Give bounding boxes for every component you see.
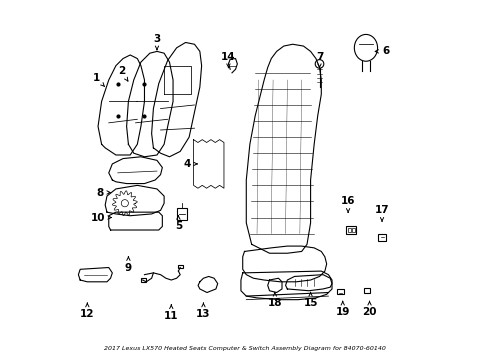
Bar (337, 289, 343, 294)
Text: 1: 1 (92, 73, 104, 87)
Text: 8: 8 (96, 188, 110, 198)
Text: 19: 19 (335, 301, 349, 317)
Text: 9: 9 (124, 257, 132, 273)
Bar (347, 228, 350, 232)
Text: 20: 20 (362, 301, 376, 317)
Text: 12: 12 (80, 303, 94, 319)
Text: 16: 16 (340, 197, 355, 212)
Bar (346, 226, 356, 234)
Bar (178, 265, 183, 267)
Text: 13: 13 (196, 303, 210, 319)
Bar (352, 228, 354, 232)
Text: 6: 6 (374, 46, 388, 57)
Bar (141, 278, 146, 282)
Text: 10: 10 (91, 212, 111, 222)
Text: 2017 Lexus LX570 Heated Seats Computer & Switch Assembly Diagram for 84070-60140: 2017 Lexus LX570 Heated Seats Computer &… (103, 346, 385, 351)
Text: 2: 2 (118, 66, 128, 81)
Text: 17: 17 (374, 205, 388, 221)
Bar (378, 234, 386, 241)
Text: 5: 5 (174, 216, 182, 231)
Bar (364, 288, 369, 293)
Text: 15: 15 (303, 292, 317, 308)
Text: 11: 11 (163, 305, 178, 321)
Text: 14: 14 (221, 52, 235, 68)
Text: 18: 18 (267, 292, 282, 308)
Text: 4: 4 (183, 159, 197, 169)
Text: 7: 7 (315, 52, 323, 68)
Text: 3: 3 (153, 34, 160, 50)
